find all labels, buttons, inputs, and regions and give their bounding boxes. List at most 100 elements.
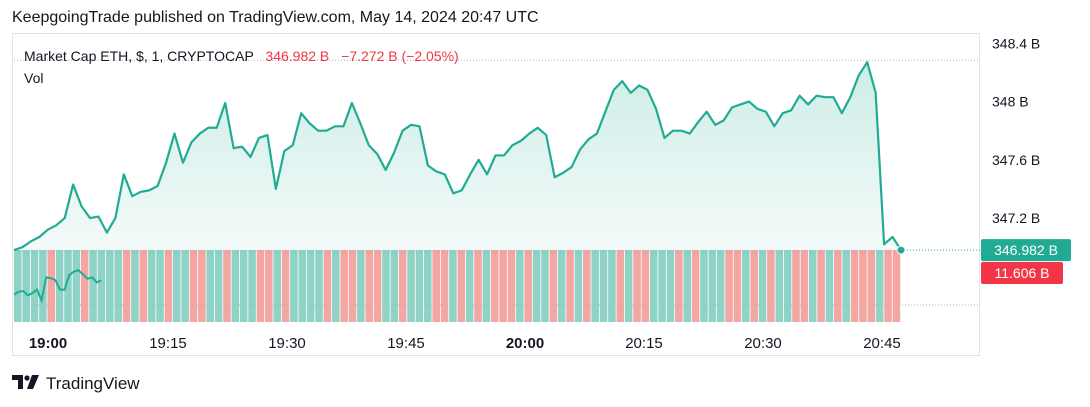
- volume-bar: [482, 250, 491, 322]
- volume-bar: [323, 250, 332, 322]
- volume-bar: [290, 250, 298, 322]
- volume-bar: [566, 250, 574, 322]
- volume-bar: [557, 250, 566, 322]
- volume-bar: [214, 250, 223, 322]
- volume-bar: [641, 250, 650, 322]
- volume-bar: [223, 250, 231, 322]
- x-tick-label: 20:30: [744, 335, 782, 352]
- x-tick-label: 19:00: [29, 335, 67, 352]
- volume-bar: [532, 250, 541, 322]
- volume-bar: [465, 250, 474, 322]
- volume-bar: [599, 250, 608, 322]
- volume-bar: [541, 250, 549, 322]
- volume-bar: [415, 250, 424, 322]
- volume-bar: [55, 250, 64, 322]
- volume-bar: [574, 250, 583, 322]
- volume-bar: [616, 250, 625, 322]
- volume-bar: [398, 250, 407, 322]
- volume-bar: [716, 250, 725, 322]
- volume-bar: [750, 250, 758, 322]
- volume-bar: [189, 250, 198, 322]
- y-tick-label: 348 B: [992, 94, 1029, 110]
- volume-bar: [725, 250, 733, 322]
- volume-bar: [131, 250, 139, 322]
- volume-bar: [315, 250, 323, 322]
- volume-bar: [14, 250, 22, 322]
- volume-bar: [340, 250, 348, 322]
- volume-bar: [440, 250, 449, 322]
- volume-bar: [106, 250, 114, 322]
- volume-bar: [850, 250, 859, 322]
- volume-bar: [89, 250, 97, 322]
- volume-bar: [490, 250, 499, 322]
- volume-bar: [733, 250, 742, 322]
- volume-bar: [507, 250, 516, 322]
- volume-bar: [22, 250, 30, 322]
- volume-bar: [265, 250, 273, 322]
- y-tick-label: 347.6 B: [992, 152, 1040, 168]
- volume-bar: [390, 250, 399, 322]
- x-tick-label: 19:15: [149, 335, 187, 352]
- volume-bar: [80, 250, 89, 322]
- publish-header: KeepgoingTrade published on TradingView.…: [12, 9, 539, 26]
- volume-bar: [783, 250, 792, 322]
- x-tick-label: 19:30: [268, 335, 306, 352]
- volume-bar: [407, 250, 415, 322]
- x-tick-label: 20:45: [863, 335, 901, 352]
- volume-bar: [675, 250, 683, 322]
- volume-bar: [817, 250, 825, 322]
- volume-bar: [649, 250, 658, 322]
- volume-bar: [792, 250, 800, 322]
- volume-bar: [608, 250, 616, 322]
- volume-bar: [516, 250, 524, 322]
- volume-bar: [256, 250, 265, 322]
- legend-symbol: Market Cap ETH, $, 1, CRYPTOCAP: [24, 48, 254, 64]
- volume-bar: [432, 250, 440, 322]
- tradingview-logo-icon: [12, 374, 40, 394]
- volume-bar: [683, 250, 692, 322]
- volume-bar: [691, 250, 700, 322]
- volume-bar: [758, 250, 767, 322]
- volume-bar: [457, 250, 466, 322]
- volume-bar: [198, 250, 206, 322]
- volume-bar: [181, 250, 189, 322]
- footer-brand: TradingView: [46, 374, 140, 393]
- volume-bar: [373, 250, 382, 322]
- chart-frame: [12, 33, 980, 356]
- volume-ma-line: [13, 269, 102, 304]
- volume-bar: [164, 250, 173, 322]
- volume-badge-label: 11.606 B: [994, 265, 1049, 281]
- volume-bar: [306, 250, 315, 322]
- volume-bar: [156, 250, 164, 322]
- price-line: [13, 61, 902, 252]
- volume-bar: [658, 250, 666, 322]
- volume-bar: [700, 250, 708, 322]
- volume-bar: [424, 250, 432, 322]
- volume-bar: [524, 250, 533, 322]
- legend: Market Cap ETH, $, 1, CRYPTOCAP 346.982 …: [24, 48, 459, 64]
- volume-bar: [499, 250, 507, 322]
- volume-bar: [231, 250, 240, 322]
- y-tick-label: 347.2 B: [992, 210, 1040, 226]
- volume-bar: [449, 250, 457, 322]
- volume-bar: [666, 250, 675, 322]
- volume-bar: [549, 250, 558, 322]
- volume-bar: [97, 250, 106, 322]
- volume-bar: [742, 250, 750, 322]
- volume-legend-label: Vol: [24, 70, 44, 86]
- x-tick-label: 20:15: [625, 335, 663, 352]
- volume-bar: [474, 250, 482, 322]
- volume-bar: [859, 250, 867, 322]
- volume-bar: [248, 250, 256, 322]
- volume-bar: [298, 250, 307, 322]
- volume-bar: [775, 250, 784, 322]
- volume-bar: [633, 250, 641, 322]
- volume-bar: [808, 250, 817, 322]
- volume-bar: [842, 250, 850, 322]
- legend-price: 346.982 B: [265, 48, 330, 64]
- volume-bar: [273, 250, 281, 322]
- volume-bar: [47, 250, 56, 322]
- volume-bar: [867, 250, 876, 322]
- volume-bar: [875, 250, 884, 322]
